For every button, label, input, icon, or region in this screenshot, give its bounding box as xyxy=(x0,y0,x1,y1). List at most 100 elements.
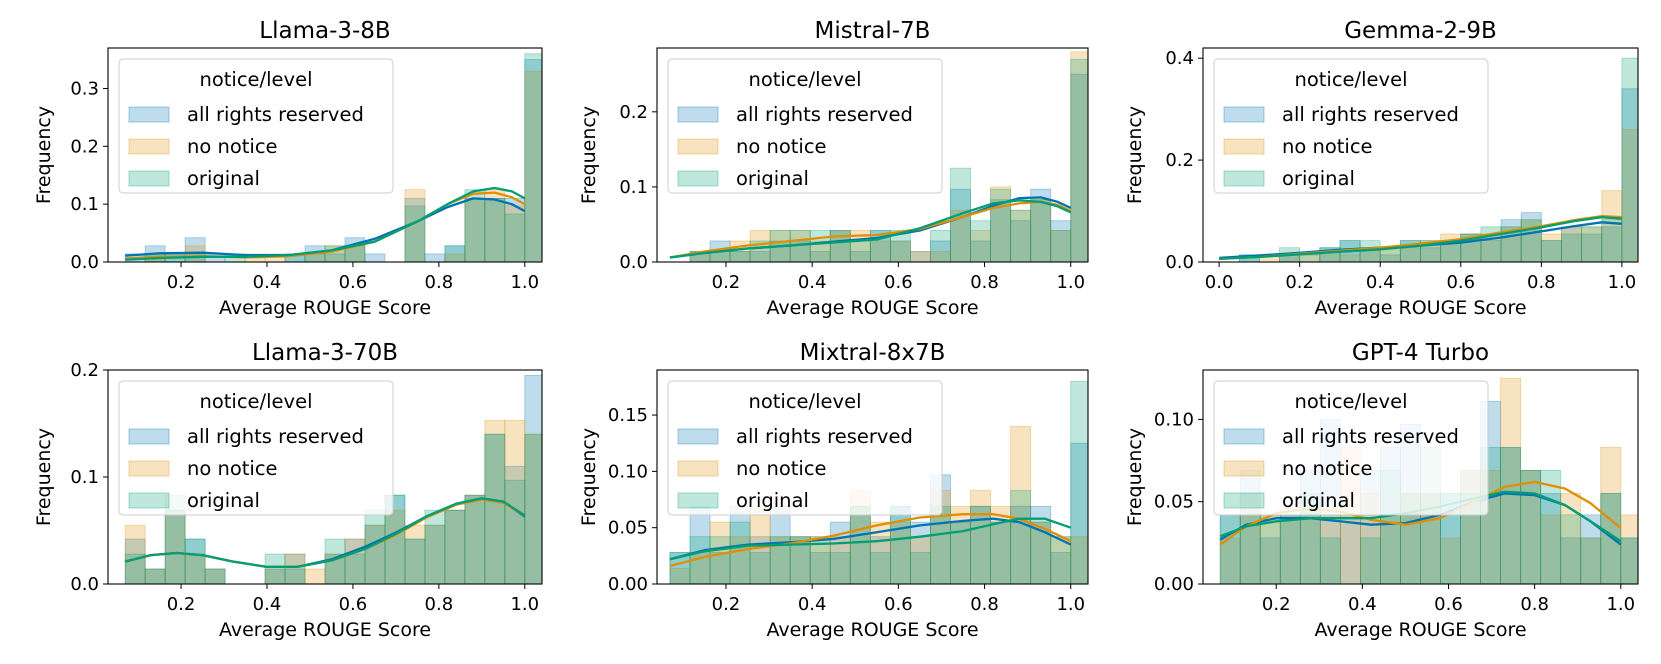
x-tick-label: 1.0 xyxy=(1606,594,1635,615)
x-tick-label: 1.0 xyxy=(510,594,539,615)
x-tick-label: 0.4 xyxy=(1366,272,1395,293)
histogram-all-rights-reserved xyxy=(124,59,543,263)
subplot-title: Llama-3-8B xyxy=(259,18,390,44)
bar xyxy=(1050,230,1072,263)
x-tick-label: 0.2 xyxy=(1285,272,1314,293)
subplot-2: 0.2 0.4 0.6 0.8 1.0 0.0 0.1 0.2 Mistral-7B Averag… xyxy=(578,18,1089,319)
x-axis-label: Average ROUGE Score xyxy=(766,297,978,319)
y-tick-label: 0.05 xyxy=(1154,492,1194,513)
y-tick-label: 0.1 xyxy=(70,194,99,215)
subplot-title: Gemma-2-9B xyxy=(1344,18,1497,44)
bar xyxy=(1010,490,1032,585)
y-tick-label: 0.1 xyxy=(619,177,648,198)
legend-title: notice/level xyxy=(1294,68,1407,91)
x-tick-label: 0.6 xyxy=(1446,272,1475,293)
legend-swatch xyxy=(128,460,170,477)
axes-frame xyxy=(1202,369,1639,585)
kde-line-no-notice xyxy=(669,513,1072,568)
legend: notice/level all rights reserved no notice… xyxy=(667,380,943,516)
bar xyxy=(444,509,466,585)
x-axis-label: Average ROUGE Score xyxy=(219,297,431,319)
legend-swatch xyxy=(1223,492,1265,509)
bar xyxy=(484,197,506,263)
legend: notice/level all rights reserved no notice… xyxy=(1213,58,1489,194)
bar xyxy=(1540,240,1562,263)
x-tick-label: 0.4 xyxy=(798,272,827,293)
y-tick-label: 0.05 xyxy=(608,518,648,539)
axes-frame xyxy=(107,47,543,263)
x-tick-label: 1.0 xyxy=(510,272,539,293)
kde-line-original xyxy=(125,186,526,261)
bar xyxy=(709,536,731,585)
y-tick-label: 0.15 xyxy=(608,405,648,426)
legend-swatch xyxy=(128,428,170,445)
bar xyxy=(204,568,226,585)
bar xyxy=(869,552,891,585)
axes-frame xyxy=(656,47,1089,263)
bar xyxy=(504,213,526,263)
kde-line-all-rights-reserved xyxy=(125,197,526,257)
histogram-original xyxy=(144,53,543,263)
legend-swatch xyxy=(1223,428,1265,445)
histogram-no-notice xyxy=(1219,377,1639,585)
legend-swatch xyxy=(1223,106,1265,123)
legend-swatch xyxy=(677,492,719,509)
legend-title: notice/level xyxy=(199,68,312,91)
bar xyxy=(1070,380,1089,585)
bar xyxy=(1070,58,1089,263)
bar xyxy=(829,552,851,585)
y-axis-label: Frequency xyxy=(1124,106,1146,204)
legend-label: original xyxy=(736,167,809,190)
y-tick-label: 0.00 xyxy=(1154,574,1194,595)
legend-label: no notice xyxy=(187,457,278,480)
bar xyxy=(1580,537,1602,585)
subplot-title: Llama-3-70B xyxy=(252,340,398,366)
legend-label: no notice xyxy=(736,135,827,158)
bar xyxy=(930,505,951,585)
legend: notice/level all rights reserved no notice… xyxy=(1213,380,1489,516)
legend-swatch xyxy=(1223,138,1265,155)
bar xyxy=(1581,226,1603,263)
legend-box xyxy=(1213,58,1489,194)
x-tick-label: 0.2 xyxy=(1262,594,1291,615)
legend-swatch xyxy=(1223,170,1265,187)
bar xyxy=(1560,514,1582,585)
x-tick-label: 0.8 xyxy=(1527,272,1556,293)
x-tick-label: 0.6 xyxy=(884,272,913,293)
x-axis-label: Average ROUGE Score xyxy=(1314,619,1526,641)
bar xyxy=(1259,514,1281,585)
histogram-no-notice xyxy=(124,419,543,585)
bar xyxy=(1030,199,1052,263)
x-tick-label: 0.6 xyxy=(339,594,368,615)
subplot-1: 0.2 0.4 0.6 0.8 1.0 0.0 0.1 0.2 0.3 Llama-3-8B Ave… xyxy=(33,18,543,319)
y-tick-label: 0.0 xyxy=(70,574,99,595)
legend-box xyxy=(1213,380,1489,516)
x-tick-label: 0.4 xyxy=(253,594,282,615)
bar xyxy=(184,538,206,585)
bar xyxy=(910,251,931,263)
bar xyxy=(910,552,931,585)
bar xyxy=(990,188,1012,263)
legend-title: notice/level xyxy=(748,390,861,413)
axes-frame xyxy=(1202,47,1639,263)
x-tick-label: 0.4 xyxy=(798,594,827,615)
legend-title: notice/level xyxy=(748,68,861,91)
bar xyxy=(404,538,426,585)
y-tick-label: 0.4 xyxy=(1165,48,1194,69)
x-tick-label: 0.0 xyxy=(1205,272,1234,293)
y-tick-label: 0.2 xyxy=(70,136,99,157)
legend-swatch xyxy=(677,428,719,445)
x-tick-label: 0.6 xyxy=(339,272,368,293)
bar xyxy=(749,552,771,585)
legend-title: notice/level xyxy=(1294,390,1407,413)
legend-label: original xyxy=(1282,167,1355,190)
x-axis-label: Average ROUGE Score xyxy=(1314,297,1526,319)
legend-label: no notice xyxy=(1282,135,1373,158)
y-tick-label: 0.0 xyxy=(619,252,648,273)
legend-box xyxy=(118,58,394,194)
bar xyxy=(1219,514,1241,585)
legend-box xyxy=(667,58,943,194)
bar xyxy=(729,251,751,263)
bar xyxy=(1279,514,1301,585)
legend-box xyxy=(118,380,394,516)
